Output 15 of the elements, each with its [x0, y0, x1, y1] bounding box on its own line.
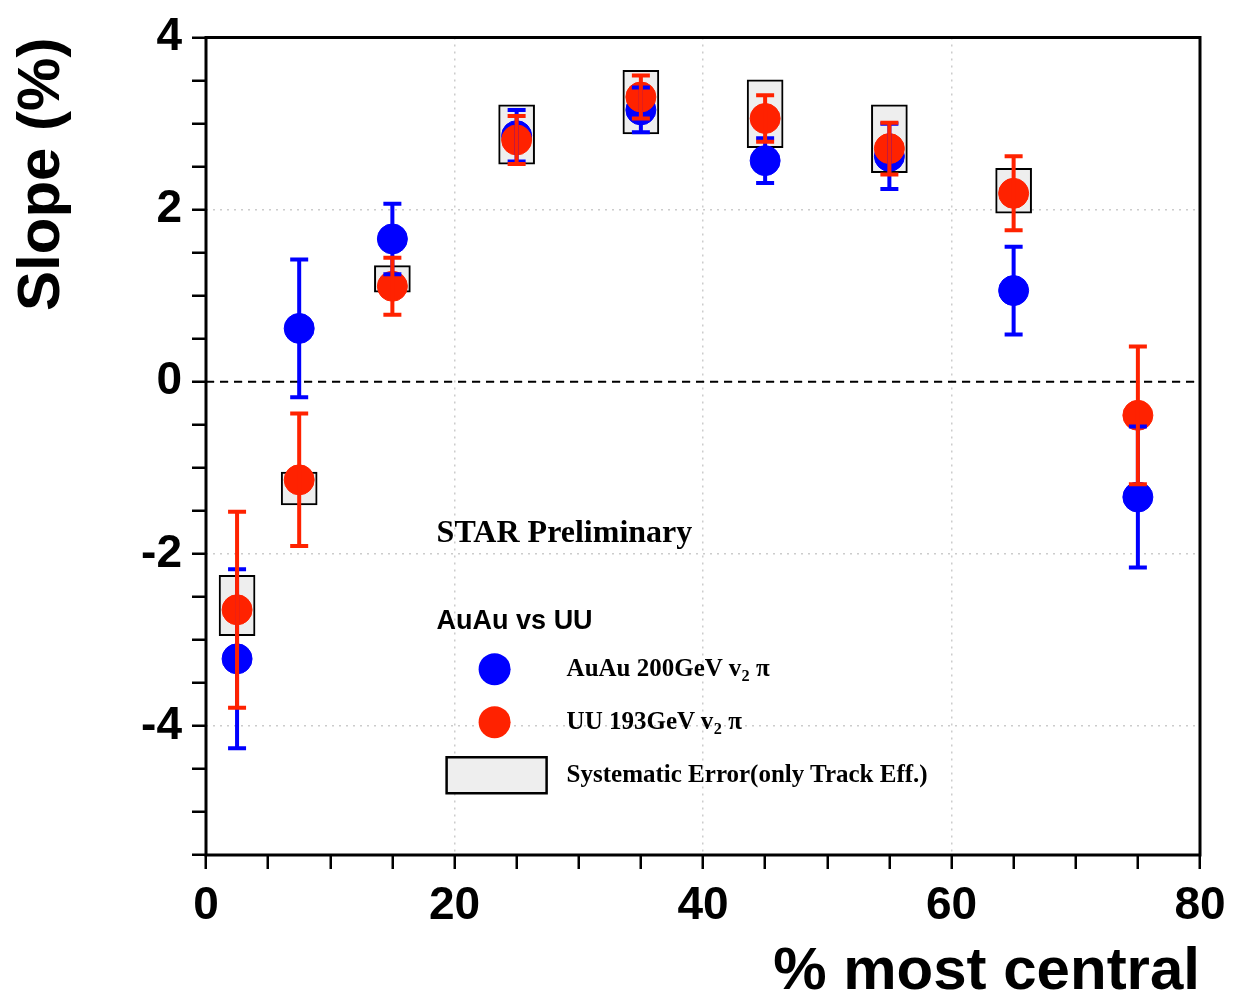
legend-title: AuAu vs UU [436, 604, 593, 635]
y-axis-title: Slope (%) [4, 37, 72, 311]
x-tick-label: 20 [428, 877, 481, 930]
y-tick-label: 0 [156, 352, 182, 405]
y-tick-label: -2 [141, 524, 182, 577]
x-tick-label: 40 [677, 877, 729, 930]
y-tick-label: 4 [156, 8, 183, 61]
x-axis-title: % most central [773, 934, 1200, 1002]
y-tick-label: 2 [156, 180, 182, 233]
legend-label: Systematic Error(only Track Eff.) [566, 759, 928, 788]
annotation: STAR Preliminary [436, 513, 693, 550]
y-tick-label: -4 [141, 696, 183, 749]
x-tick-label: 60 [925, 877, 978, 930]
x-tick-label: 0 [193, 877, 219, 930]
x-tick-label: 80 [1174, 877, 1226, 930]
